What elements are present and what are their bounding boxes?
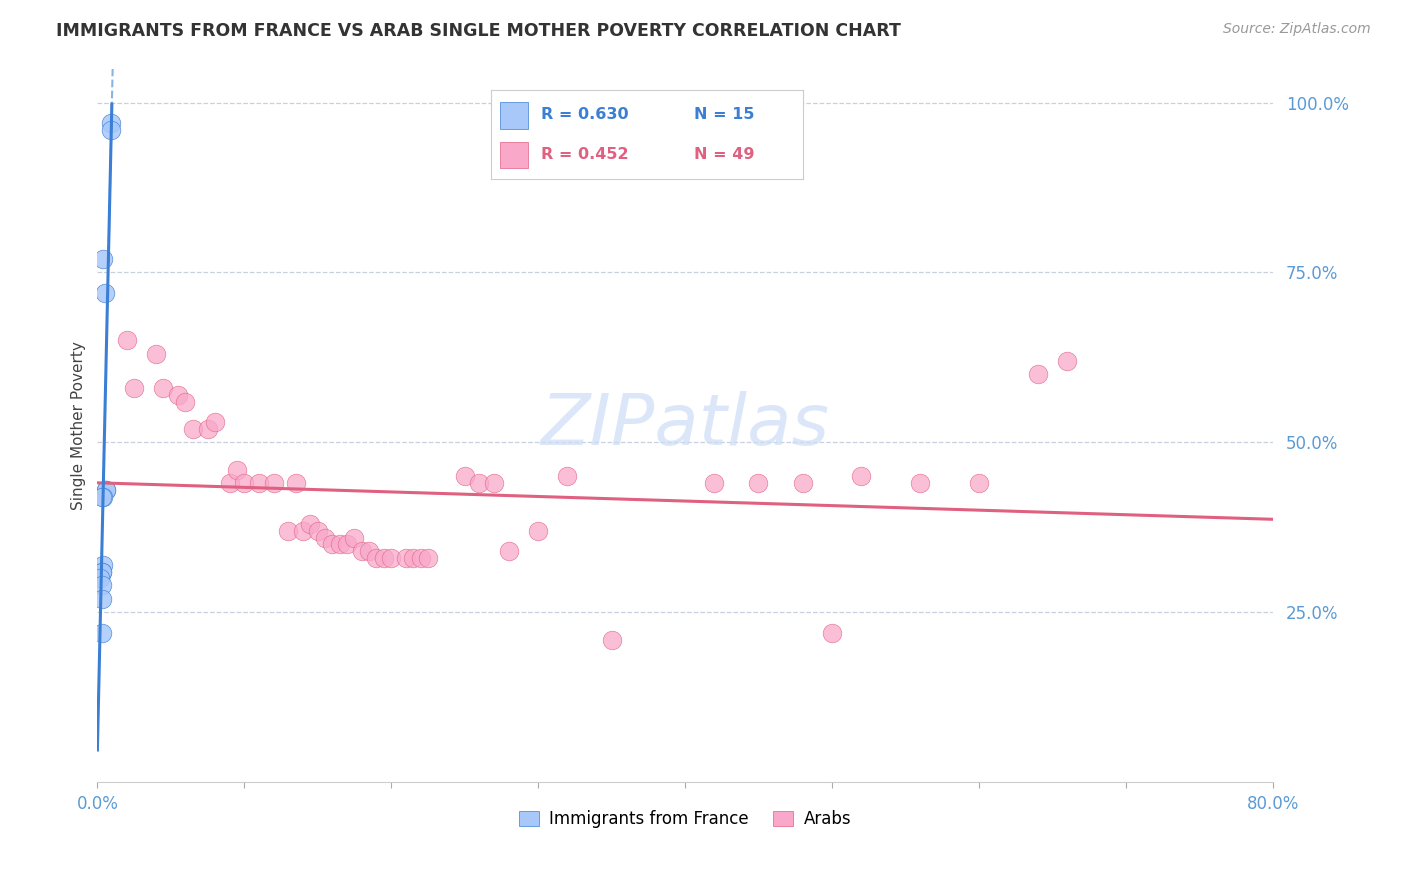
Point [93, 285, 115, 300]
Point [100, 122, 122, 136]
Point [233, 476, 256, 491]
Point [557, 469, 579, 483]
Point [343, 531, 366, 545]
Point [329, 537, 352, 551]
Point [152, 381, 174, 395]
Point [453, 469, 475, 483]
Point [792, 476, 814, 491]
Text: Source: ZipAtlas.com: Source: ZipAtlas.com [1223, 22, 1371, 37]
Point [218, 476, 240, 491]
Point [226, 462, 249, 476]
Point [284, 476, 307, 491]
Point [482, 476, 505, 491]
Point [174, 394, 197, 409]
Point [380, 551, 402, 566]
Point [90, 578, 112, 592]
Point [359, 544, 381, 558]
Point [91, 490, 114, 504]
Point [100, 116, 122, 130]
Point [409, 551, 432, 566]
Point [115, 334, 138, 348]
Point [1056, 354, 1078, 368]
Point [402, 551, 425, 566]
Point [277, 524, 299, 538]
Point [90, 565, 112, 579]
Point [96, 483, 118, 497]
Point [90, 565, 112, 579]
Point [851, 469, 873, 483]
Point [96, 483, 118, 497]
Y-axis label: Single Mother Poverty: Single Mother Poverty [72, 341, 86, 510]
Point [90, 591, 112, 606]
Point [703, 476, 725, 491]
Point [91, 558, 114, 572]
Point [967, 476, 990, 491]
Point [299, 516, 322, 531]
Point [498, 544, 520, 558]
Point [416, 551, 439, 566]
Point [90, 490, 112, 504]
Point [167, 388, 190, 402]
Point [122, 381, 145, 395]
Point [336, 537, 359, 551]
Point [197, 422, 219, 436]
Point [307, 524, 329, 538]
Point [181, 422, 204, 436]
Text: IMMIGRANTS FROM FRANCE VS ARAB SINGLE MOTHER POVERTY CORRELATION CHART: IMMIGRANTS FROM FRANCE VS ARAB SINGLE MO… [56, 22, 901, 40]
Legend: Immigrants from France, Arabs: Immigrants from France, Arabs [512, 804, 858, 835]
Point [314, 531, 336, 545]
Point [321, 537, 343, 551]
Point [350, 544, 373, 558]
Point [747, 476, 769, 491]
Point [91, 252, 114, 266]
Point [247, 476, 270, 491]
Point [263, 476, 285, 491]
Point [373, 551, 395, 566]
Point [821, 625, 844, 640]
Point [90, 625, 112, 640]
Point [908, 476, 931, 491]
Point [395, 551, 418, 566]
Point [204, 415, 226, 429]
Point [366, 551, 388, 566]
Point [527, 524, 550, 538]
Point [292, 524, 315, 538]
Point [145, 347, 167, 361]
Point [1026, 368, 1049, 382]
Point [89, 571, 111, 585]
Point [600, 632, 623, 647]
Point [468, 476, 491, 491]
Text: ZIPatlas: ZIPatlas [540, 391, 830, 460]
